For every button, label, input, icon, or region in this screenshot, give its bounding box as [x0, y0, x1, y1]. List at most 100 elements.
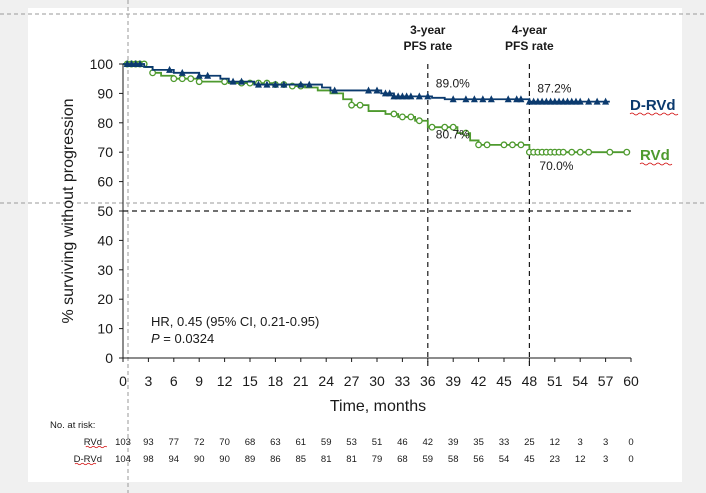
risk-value: 70 — [219, 437, 230, 448]
spellcheck-underline — [85, 445, 108, 449]
risk-value: 77 — [169, 437, 180, 448]
censor-mark-rvd — [428, 123, 436, 131]
x-tick-label: 51 — [547, 373, 563, 389]
censor-mark-d-rvd — [280, 80, 288, 88]
censor-mark-rvd — [576, 148, 584, 156]
x-tick-label: 57 — [598, 373, 614, 389]
risk-value: 79 — [372, 454, 383, 465]
censor-mark-d-rvd — [407, 92, 415, 100]
x-tick-label: 3 — [145, 373, 153, 389]
y-tick-label: 0 — [105, 350, 113, 366]
y-tick-label: 30 — [97, 262, 113, 278]
risk-value: 81 — [321, 454, 332, 465]
x-tick-label: 39 — [445, 373, 461, 389]
risk-value: 33 — [499, 437, 510, 448]
x-tick-label: 9 — [195, 373, 203, 389]
censor-mark-rvd — [606, 148, 614, 156]
censor-mark-rvd — [559, 148, 567, 156]
x-tick-label: 15 — [242, 373, 258, 389]
x-tick-label: 21 — [293, 373, 309, 389]
censor-mark-d-rvd — [449, 95, 457, 103]
risk-value: 12 — [575, 454, 586, 465]
series-group — [123, 60, 631, 156]
risk-value: 0 — [628, 454, 633, 465]
y-tick-label: 10 — [97, 321, 113, 337]
censor-mark-rvd — [462, 129, 470, 137]
risk-value: 25 — [524, 437, 535, 448]
x-tick-label: 33 — [395, 373, 411, 389]
censor-mark-d-rvd — [487, 95, 495, 103]
censor-mark-rvd — [500, 141, 508, 149]
risk-table-title: No. at risk: — [50, 420, 95, 431]
x-tick-label: 54 — [572, 373, 588, 389]
y-tick-label: 20 — [97, 291, 113, 307]
x-tick-label: 6 — [170, 373, 178, 389]
y-axis-title: % surviving without progression — [60, 99, 77, 324]
y-tick-label: 40 — [97, 232, 113, 248]
risk-value: 59 — [321, 437, 332, 448]
pfs-rate-label: 89.0% — [436, 76, 470, 90]
censor-mark-d-rvd — [415, 92, 423, 100]
risk-value: 58 — [448, 454, 459, 465]
spellcheck-underline-drvd — [629, 112, 679, 116]
censor-mark-d-rvd — [271, 80, 279, 88]
risk-value: 68 — [397, 454, 408, 465]
y-tick-label: 50 — [97, 203, 113, 219]
pfs-rate-label: 70.0% — [539, 159, 573, 173]
risk-value: 54 — [499, 454, 510, 465]
censor-mark-rvd — [441, 123, 449, 131]
risk-value: 89 — [245, 454, 256, 465]
risk-value: 3 — [578, 437, 583, 448]
risk-value: 42 — [423, 437, 434, 448]
risk-value: 86 — [270, 454, 281, 465]
censor-mark-d-rvd — [585, 97, 593, 105]
y-tick-label: 90 — [97, 85, 113, 101]
x-tick-label: 36 — [420, 373, 436, 389]
p-value-number: = 0.0324 — [160, 331, 215, 346]
y-tick-label: 60 — [97, 174, 113, 190]
censor-mark-d-rvd — [331, 86, 339, 94]
y-tick-label: 70 — [97, 144, 113, 160]
pfs-annotations: 89.0% 87.2% 80.7% 70.0% — [436, 76, 574, 173]
x-tick-label: 45 — [496, 373, 512, 389]
censor-mark-rvd — [348, 101, 356, 109]
censor-mark-rvd — [178, 75, 186, 83]
risk-value: 56 — [473, 454, 484, 465]
risk-value: 39 — [448, 437, 459, 448]
risk-value: 61 — [296, 437, 307, 448]
risk-value: 51 — [372, 437, 383, 448]
censor-mark-rvd — [483, 141, 491, 149]
x-tick-label: 12 — [217, 373, 233, 389]
pfs-rate-label: 80.7% — [436, 128, 470, 142]
censor-mark-d-rvd — [305, 80, 313, 88]
chart-panel — [28, 8, 682, 482]
risk-value: 85 — [296, 454, 307, 465]
series-label-rvd: RVd — [640, 147, 670, 164]
censor-mark-rvd — [356, 101, 364, 109]
risk-value: 90 — [194, 454, 205, 465]
spellcheck-underline — [74, 462, 97, 466]
censor-mark-rvd — [221, 78, 229, 86]
risk-value: 72 — [194, 437, 205, 448]
risk-value: 23 — [550, 454, 561, 465]
x-ticks: 0 3 6 9 12 15 18 21 24 27 30 33 36 39 42 45 48 51 54 57 60 — [119, 358, 639, 389]
censor-mark-rvd — [187, 75, 195, 83]
risk-value: 3 — [603, 437, 608, 448]
y-tick-label: 100 — [90, 56, 114, 72]
risk-value: 12 — [550, 437, 561, 448]
risk-value: 0 — [628, 437, 633, 448]
series-label-drvd: D-RVd — [630, 97, 676, 114]
pfs-rate-label: 87.2% — [537, 82, 571, 96]
risk-table: RVd 103 93 77 72 70 68 63 61 59 53 51 46 42 39 35 33 25 12… — [74, 437, 634, 466]
risk-value: 45 — [524, 454, 535, 465]
censor-mark-rvd — [415, 117, 423, 125]
censor-mark-d-rvd — [424, 92, 432, 100]
landmark-header-line1: 4-year — [512, 23, 548, 37]
y-ticks: 0 10 20 30 40 50 60 70 80 90 100 — [90, 56, 123, 366]
risk-value: 90 — [219, 454, 230, 465]
censor-mark-d-rvd — [479, 95, 487, 103]
hazard-ratio-text: HR, 0.45 (95% CI, 0.21-0.95) — [151, 314, 319, 329]
reference-lines — [123, 64, 631, 370]
x-tick-label: 42 — [471, 373, 487, 389]
